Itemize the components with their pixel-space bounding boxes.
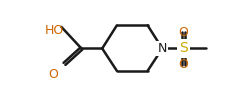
Text: S: S xyxy=(179,41,187,55)
Text: O: O xyxy=(178,58,188,71)
Text: O: O xyxy=(178,26,188,39)
Text: HO: HO xyxy=(44,24,64,37)
Text: O: O xyxy=(48,69,58,82)
Text: N: N xyxy=(158,42,167,55)
